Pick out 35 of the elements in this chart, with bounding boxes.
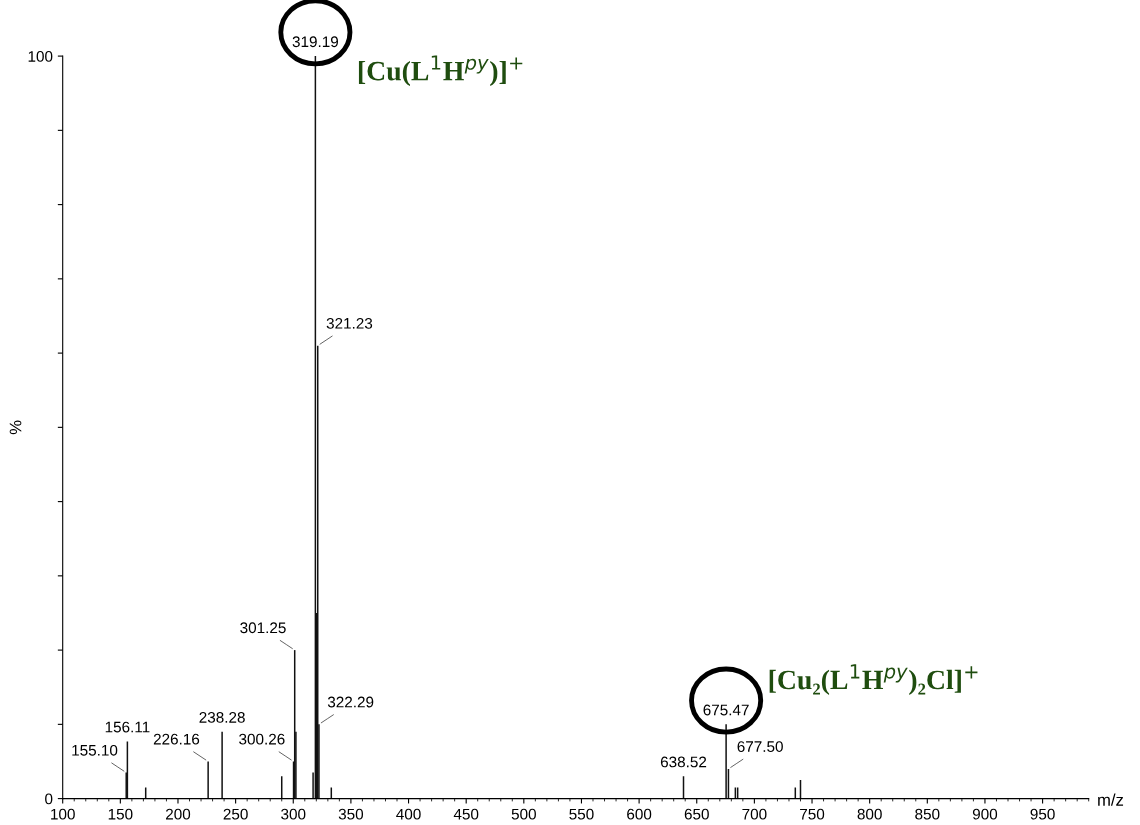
annotation: 238.28 (199, 712, 245, 723)
annotation: 301.25 (240, 622, 286, 634)
x-tick-label: 900 (972, 808, 998, 820)
y-tick-label: 0 (45, 793, 53, 805)
annotation: 322.29 (327, 696, 374, 708)
annotation: 638.52 (660, 756, 707, 768)
annotation: 300.26 (239, 733, 285, 745)
x-tick-label: 600 (627, 808, 652, 820)
x-tick-label: 550 (569, 808, 594, 820)
annotation: 319.19 (292, 36, 339, 48)
x-axis-title: m/z (1098, 793, 1124, 806)
annotation: 321.23 (326, 317, 373, 329)
x-tick-label: 750 (800, 808, 825, 820)
x-tick-label: 200 (166, 808, 191, 820)
x-tick-label: 400 (396, 808, 421, 820)
x-tick-label: 250 (223, 808, 248, 820)
x-tick-label: 150 (108, 808, 133, 820)
y-axis-title: % (9, 420, 22, 435)
x-tick-label: 300 (281, 808, 306, 820)
annotation: 156.11 (105, 721, 150, 733)
x-tick-label: 700 (742, 808, 767, 820)
x-tick-label: 800 (857, 808, 882, 820)
x-tick-label: 650 (684, 808, 709, 820)
annotation: 155.10 (72, 744, 118, 756)
x-tick-label: 950 (1030, 808, 1055, 820)
x-tick-label: 500 (511, 808, 536, 820)
annotation: [Cu₂(L$^{1}$H$^{py}$)₂Cl]$^{+}$ (769, 664, 978, 695)
annotation: [Cu(L$^{1}$H$^{py}$)]$^{+}$ (358, 55, 523, 87)
x-tick-label: 350 (338, 808, 364, 820)
annotation: 675.47 (703, 704, 749, 716)
annotation: 226.16 (153, 733, 200, 745)
x-tick-label: 850 (915, 808, 940, 820)
x-tick-label: 100 (51, 808, 75, 820)
x-tick-label: 450 (453, 808, 479, 820)
annotation: 677.50 (737, 741, 783, 752)
